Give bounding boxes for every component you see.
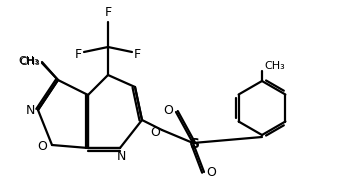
Text: F: F <box>134 48 141 61</box>
Text: CH₃: CH₃ <box>18 56 39 66</box>
Text: S: S <box>190 137 200 151</box>
Text: O: O <box>163 104 173 117</box>
Text: N: N <box>116 150 126 163</box>
Text: F: F <box>104 6 112 19</box>
Text: F: F <box>75 48 82 61</box>
Text: O: O <box>37 141 47 154</box>
Text: O: O <box>206 167 216 180</box>
Text: O: O <box>150 125 160 138</box>
Text: CH₃: CH₃ <box>19 57 40 67</box>
Text: CH₃: CH₃ <box>264 61 285 71</box>
Text: N: N <box>25 104 35 117</box>
